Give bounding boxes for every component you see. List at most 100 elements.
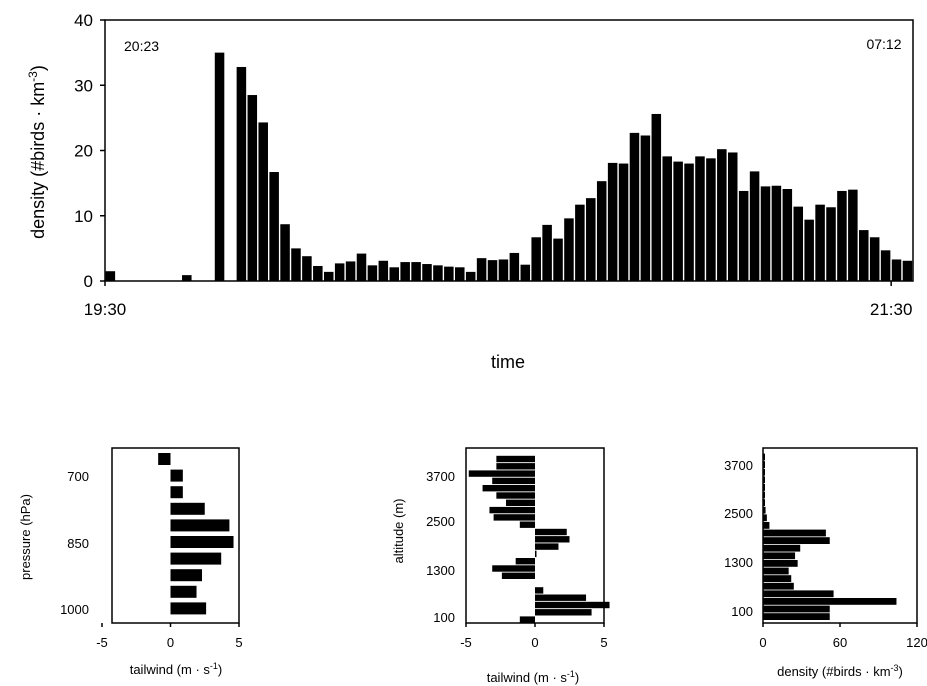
altitude-tailwind-x-axis-label: tailwind (m · s-1): [487, 669, 580, 685]
panel-bar: [170, 502, 205, 515]
panel-bar: [482, 485, 535, 492]
main-chart-bar: [859, 230, 869, 281]
panel-bar: [763, 453, 765, 461]
main-chart-bar: [433, 265, 443, 281]
main-chart-bar: [793, 206, 804, 281]
altitude-tick-label: 3700: [426, 469, 455, 484]
panel-bar: [535, 536, 570, 543]
panel-bar: [489, 506, 535, 514]
main-chart-bar: [465, 271, 476, 281]
main-chart-bar: [269, 172, 279, 281]
pressure-tick-label: 700: [67, 469, 89, 484]
main-chart-bar: [869, 237, 880, 281]
panel-bar: [763, 461, 765, 468]
main-y-tick-label: 40: [74, 11, 93, 30]
main-chart-bar: [389, 267, 400, 281]
main-chart-bar: [291, 248, 301, 282]
main-chart-bar: [673, 161, 683, 281]
main-x-tick-label: 21:30: [870, 300, 913, 319]
altitude-tailwind-panel-x-ticks: -5 0 5: [460, 623, 608, 650]
panel-bar: [763, 506, 766, 514]
main-chart-bar: [345, 261, 356, 281]
panel-bar: [763, 560, 798, 567]
panel-bar: [170, 569, 203, 582]
main-chart-bar: [531, 237, 541, 281]
panel-bar: [519, 521, 535, 528]
panel-bar: [535, 601, 610, 609]
main-chart-bar: [553, 238, 563, 281]
main-chart-bar: [749, 171, 760, 281]
main-chart-bar: [280, 224, 290, 281]
altitude-tailwind-panel-bars: [468, 455, 610, 623]
main-y-tick-label: 0: [84, 272, 93, 291]
main-chart-bar: [618, 163, 629, 281]
main-chart-bar: [422, 264, 432, 281]
main-chart-bar: [236, 66, 247, 281]
panel-bar: [763, 522, 770, 529]
main-chart-bar: [596, 181, 607, 281]
altitude-density-panel-x-ticks: 0 60 120: [759, 623, 927, 650]
panel-bar: [763, 552, 796, 560]
main-chart-bar: [400, 262, 410, 281]
main-chart-bars: [105, 52, 913, 282]
main-chart-bar: [684, 163, 694, 281]
panel-bar: [763, 590, 834, 598]
main-y-tick-label: 10: [74, 207, 93, 226]
altitude-tick-label: 100: [731, 604, 753, 619]
main-chart-bar: [302, 256, 312, 281]
main-chart-bar: [542, 224, 552, 281]
panel-x-tick-label: 60: [833, 635, 847, 650]
panel-bar: [763, 529, 826, 537]
panel-bar: [763, 544, 801, 552]
altitude-y-axis-label: altitude (m): [391, 498, 406, 563]
altitude-tick-label: 1300: [426, 563, 455, 578]
altitude-tick-label: 2500: [724, 506, 753, 521]
main-chart-bar: [444, 266, 454, 281]
panel-bar: [763, 598, 897, 605]
panel-x-tick-label: 0: [759, 635, 766, 650]
main-chart-bar: [356, 253, 367, 281]
pressure-tick-label: 850: [67, 536, 89, 551]
main-y-tick-label: 30: [74, 76, 93, 95]
panel-bar: [763, 491, 765, 499]
panel-x-tick-label: -5: [96, 635, 108, 650]
main-chart-bar: [575, 204, 585, 281]
main-chart-bar: [476, 258, 487, 281]
panel-bar: [763, 575, 792, 582]
main-chart-bar: [651, 113, 662, 282]
panel-bar: [763, 613, 830, 620]
main-chart-bar: [498, 259, 509, 281]
main-chart-bar: [258, 122, 268, 281]
panel-bar: [158, 453, 171, 465]
main-chart-bar: [334, 263, 345, 281]
altitude-tailwind-panel: -5 0 5 3700 2500 1300 100 altitude (m) tai…: [391, 447, 610, 685]
altitude-tick-label: 3700: [724, 458, 753, 473]
main-chart-bar: [848, 189, 858, 281]
main-chart-bar: [214, 52, 225, 282]
main-chart-bar: [837, 190, 847, 281]
panel-bar: [763, 582, 794, 590]
main-chart-bar: [247, 95, 258, 281]
panel-x-tick-label: 0: [167, 635, 174, 650]
main-chart-bar: [804, 219, 814, 281]
panel-bar: [535, 609, 592, 616]
main-chart-bar: [662, 156, 672, 281]
pressure-panel-bars: [158, 453, 234, 615]
pressure-panel-frame: [111, 447, 240, 624]
main-chart-bar: [782, 189, 793, 281]
altitude-density-panel-bars: [763, 453, 897, 620]
altitude-tick-label: 100: [433, 610, 455, 625]
panel-x-tick-label: 120: [906, 635, 927, 650]
main-chart-bar: [367, 265, 378, 281]
panel-bar: [763, 499, 765, 506]
panel-bar: [170, 602, 207, 615]
main-chart-bar: [378, 260, 389, 281]
pressure-panel: -5 0 5 700 850 1000 pressure (hPa) tailwin…: [18, 447, 243, 677]
main-x-tick-label: 19:30: [84, 300, 127, 319]
main-chart-bar: [771, 185, 782, 281]
panel-bar: [763, 476, 765, 484]
main-chart-bar: [891, 259, 902, 281]
